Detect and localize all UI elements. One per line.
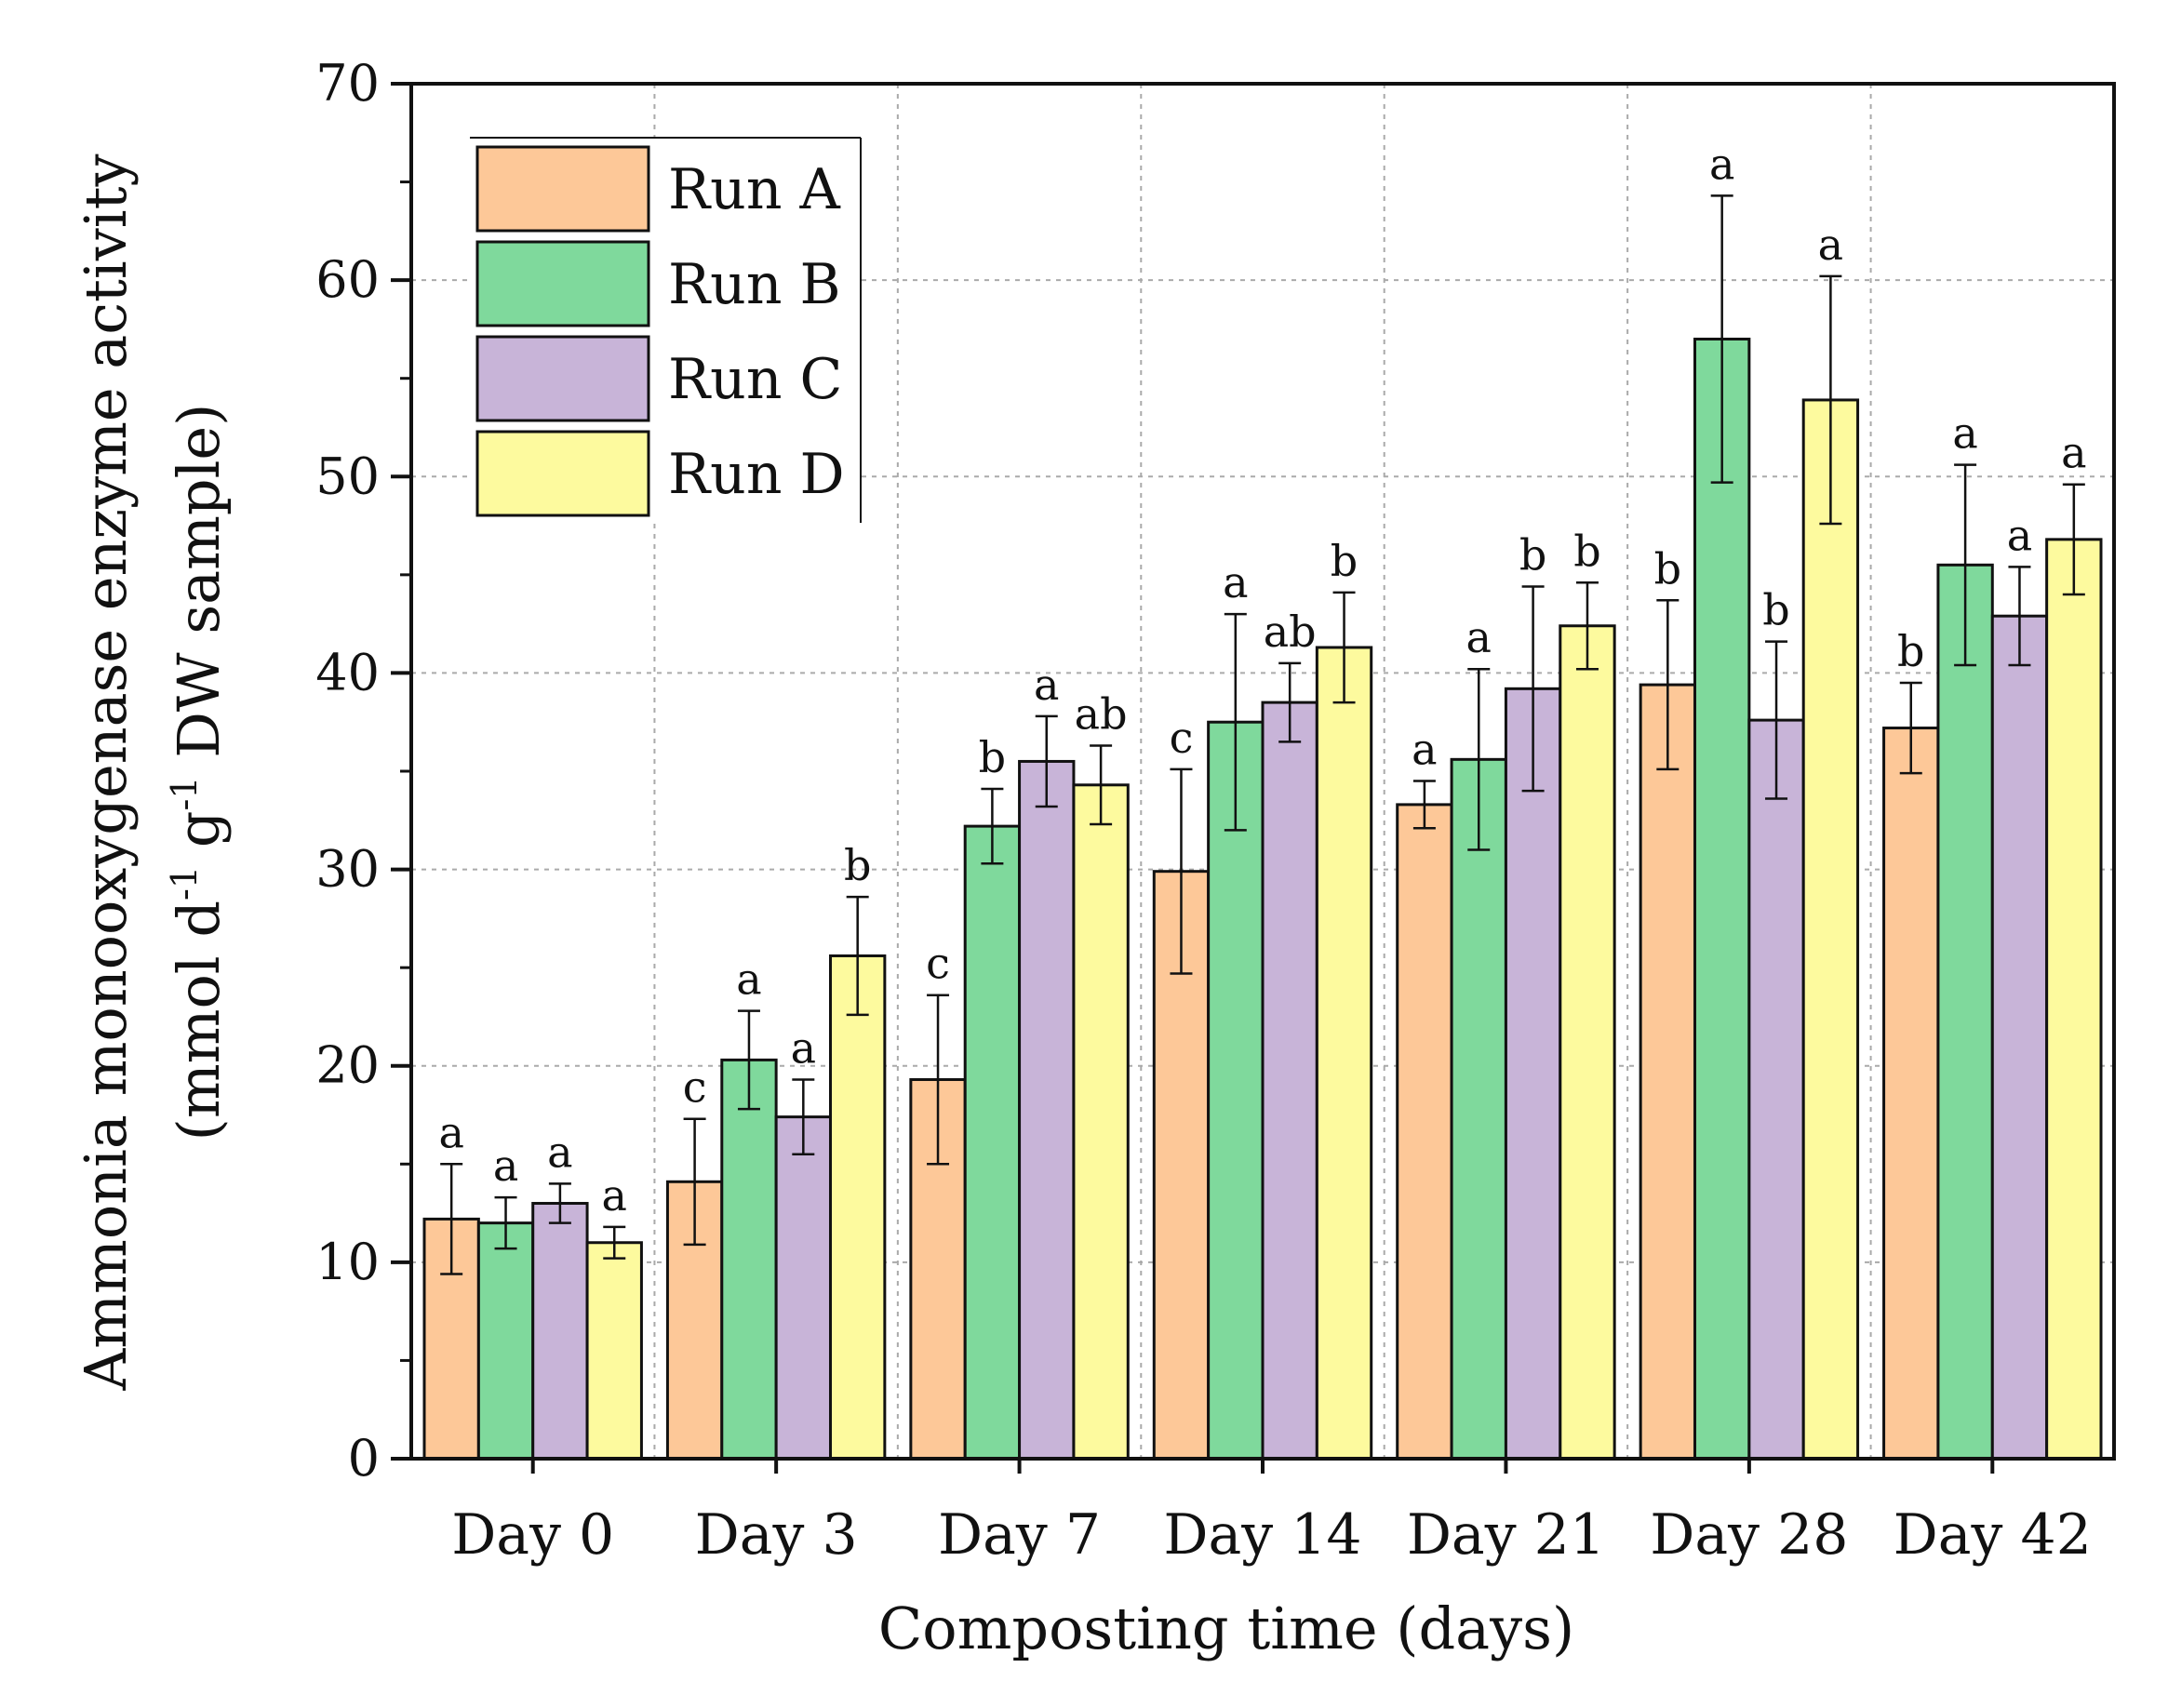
- x-axis-title: Composting time (days): [878, 1595, 1574, 1662]
- y-tick-label: 20: [315, 1036, 380, 1095]
- x-tick-label: Day 7: [938, 1502, 1101, 1568]
- significance-label: a: [736, 954, 761, 1005]
- significance-label: a: [1412, 725, 1437, 775]
- significance-label: b: [844, 840, 871, 890]
- significance-label: c: [683, 1062, 707, 1113]
- significance-label: b: [1762, 585, 1789, 635]
- bar: [1801, 398, 1860, 1461]
- bar: [1018, 759, 1076, 1461]
- x-tick-label: Day 0: [451, 1502, 614, 1568]
- x-tick-label: Day 42: [1894, 1502, 2092, 1568]
- legend-swatch: [475, 430, 650, 517]
- bar: [1559, 624, 1616, 1461]
- significance-label: b: [979, 732, 1006, 782]
- y-tick-label: 60: [315, 250, 380, 309]
- bar: [1639, 683, 1696, 1461]
- significance-label: a: [1223, 557, 1248, 607]
- x-tick-label: Day 3: [695, 1502, 858, 1568]
- y-tick-label: 30: [315, 840, 380, 899]
- error-bars-layer: [440, 194, 2085, 1275]
- significance-label: a: [2007, 510, 2032, 560]
- bar: [1693, 337, 1751, 1461]
- y-axis-title-line1: Ammonia monooxygenase enzyme activity: [72, 153, 140, 1391]
- significance-label: a: [1466, 612, 1492, 662]
- significance-label: a: [493, 1141, 518, 1191]
- significance-label: b: [1331, 536, 1358, 586]
- bar: [1882, 727, 1940, 1461]
- significance-label: a: [547, 1127, 572, 1177]
- significance-label: c: [926, 939, 950, 989]
- y-tick-labels: 0 10 20 30 40 50 60 70: [315, 54, 380, 1488]
- significance-label: a: [1952, 408, 1977, 459]
- y-tick-label: 50: [315, 447, 380, 505]
- significance-label: a: [1709, 139, 1734, 189]
- significance-label: a: [438, 1107, 463, 1157]
- y-axis-title: Ammonia monooxygenase enzyme activity (m…: [72, 153, 233, 1391]
- significance-label: b: [1897, 626, 1924, 676]
- bars-layer: [422, 337, 2103, 1461]
- bar: [1207, 720, 1265, 1461]
- bar: [774, 1115, 833, 1461]
- significance-label: a: [2061, 428, 2086, 478]
- bar: [1072, 783, 1130, 1461]
- y-tick-label: 0: [348, 1429, 380, 1488]
- bar: [585, 1241, 643, 1461]
- significance-label: ab: [1075, 689, 1128, 740]
- legend-swatch: [475, 145, 650, 233]
- significance-label: b: [1519, 530, 1546, 580]
- bar: [963, 824, 1022, 1461]
- y-tick-label: 70: [315, 54, 380, 113]
- y-axis-title-line2: (mmol d-1 g-1 DW sample): [164, 404, 233, 1141]
- x-tick-label: Day 14: [1163, 1502, 1361, 1568]
- bar: [1504, 687, 1562, 1461]
- legend-label: Run D: [668, 442, 845, 507]
- significance-label: b: [1573, 526, 1600, 576]
- bar: [829, 954, 887, 1461]
- bar: [1261, 701, 1318, 1461]
- x-tick-labels: Day 0 Day 3 Day 7 Day 14 Day 21 Day 28 Day 42: [451, 1502, 2092, 1568]
- legend-label: Run C: [668, 347, 842, 412]
- legend: Run A Run B Run C Run D: [470, 137, 862, 523]
- x-tick-label: Day 28: [1650, 1502, 1848, 1568]
- legend-swatch: [475, 335, 650, 422]
- y-tick-label: 40: [315, 643, 380, 701]
- significance-label: b: [1654, 543, 1681, 594]
- significance-label: a: [791, 1022, 816, 1073]
- legend-swatch: [475, 240, 650, 327]
- bar: [1990, 614, 2049, 1461]
- bar: [1936, 563, 1994, 1461]
- significance-label: a: [602, 1170, 627, 1221]
- significance-label: a: [1034, 660, 1059, 710]
- significance-label: a: [1818, 220, 1843, 270]
- bar: [720, 1058, 778, 1461]
- y-tick-label: 10: [315, 1233, 380, 1291]
- significance-label: ab: [1264, 607, 1317, 657]
- bar: [476, 1221, 535, 1461]
- legend-label: Run B: [668, 252, 841, 317]
- bar: [1315, 646, 1373, 1461]
- significance-label: c: [1170, 713, 1194, 763]
- legend-label: Run A: [668, 157, 841, 222]
- bar: [1450, 757, 1507, 1461]
- bar: [1396, 803, 1453, 1461]
- bar: [2045, 538, 2103, 1461]
- bar: [531, 1202, 589, 1461]
- x-tick-label: Day 21: [1407, 1502, 1605, 1568]
- bar: [1747, 718, 1805, 1461]
- axes: [391, 82, 2116, 1474]
